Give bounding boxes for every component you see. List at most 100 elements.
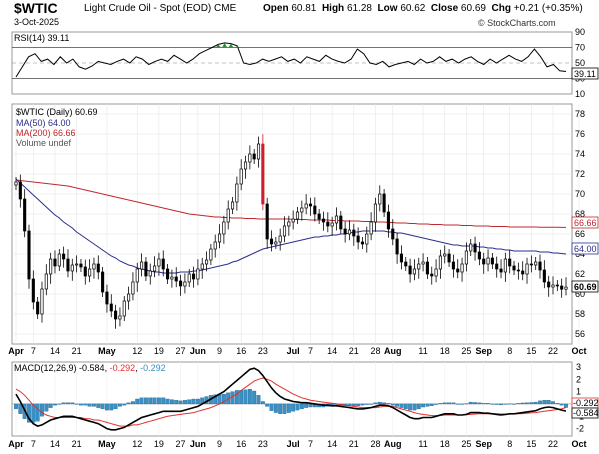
- candle-body-40: [188, 274, 190, 282]
- macd-hist-bar-41: [192, 399, 196, 404]
- candle-body-21: [106, 292, 108, 304]
- date-top-label-108: Sep: [475, 346, 492, 356]
- candle-body-125: [556, 285, 558, 286]
- candle-body-44: [205, 260, 207, 264]
- candle-body-70: [318, 214, 320, 219]
- macd-hist-bar-110: [491, 404, 495, 405]
- date-top-label-64: Jul: [287, 346, 300, 356]
- macd-hist-bar-101: [452, 403, 456, 404]
- macd-hist-bar-125: [556, 403, 560, 404]
- macd-hist-bar-34: [161, 398, 165, 404]
- macd-hist-bar-31: [148, 398, 152, 404]
- candle-body-18: [93, 264, 95, 269]
- date-bottom-label-114: 8: [507, 439, 512, 449]
- candle-body-113: [504, 259, 506, 272]
- candle-body-34: [162, 259, 164, 269]
- macd-hist-bar-105: [469, 402, 473, 404]
- candle-body-114: [509, 259, 511, 266]
- date-bottom-label-21: May: [98, 439, 116, 449]
- date-top-label-28: 12: [132, 346, 142, 356]
- candle-body-20: [101, 272, 103, 292]
- date-bottom-label-99: 18: [440, 439, 450, 449]
- macd-hist-bar-28: [135, 399, 139, 404]
- macd-hist-bar-119: [530, 402, 534, 403]
- date-bottom-label-68: 7: [308, 439, 313, 449]
- price-tick-56: 56: [575, 329, 585, 339]
- macd-tick-1: 1: [576, 387, 581, 397]
- macd-tag-signal: -0.292: [572, 398, 599, 408]
- candle-body-90: [405, 262, 407, 266]
- macd-hist-bar-79: [356, 404, 360, 406]
- candle-body-71: [322, 219, 324, 222]
- last-price-tag-value: 60.69: [574, 282, 597, 292]
- macd-hist-bar-7: [45, 404, 49, 411]
- macd-hist-bar-106: [473, 402, 477, 403]
- candle-body-106: [474, 244, 476, 252]
- macd-hist-bar-62: [283, 404, 287, 414]
- macd-hist-bar-40: [187, 400, 191, 404]
- date-bottom-label-124: 22: [548, 439, 558, 449]
- macd-hist-bar-96: [430, 404, 434, 406]
- price-tag-last: 60.69: [572, 281, 598, 292]
- macd-hist-bar-111: [495, 404, 499, 405]
- macd-hist-bar-103: [460, 404, 464, 405]
- macd-legend-value: -0.584: [79, 363, 105, 373]
- candle-body-91: [409, 266, 411, 274]
- candle-body-15: [80, 264, 82, 267]
- candle-body-52: [240, 169, 242, 184]
- price-tick-58: 58: [575, 309, 585, 319]
- candle-57: [262, 134, 264, 210]
- candle-body-95: [426, 262, 428, 274]
- date-bottom-label-130: Oct: [571, 439, 586, 449]
- candle-body-58: [266, 204, 268, 239]
- price-tick-62: 62: [575, 269, 585, 279]
- candle-body-55: [253, 154, 255, 159]
- price-tick-72: 72: [575, 169, 585, 179]
- macd-hist-bar-115: [512, 404, 516, 405]
- candle-body-89: [400, 254, 402, 262]
- macd-hist-bar-95: [426, 404, 430, 406]
- date-top-label-47: 9: [217, 346, 222, 356]
- candle-body-39: [184, 282, 186, 286]
- macd-hist-bar-33: [157, 398, 161, 404]
- macd-hist-bar-98: [439, 403, 443, 404]
- candle-body-19: [97, 264, 99, 272]
- date-top-label-78: 21: [349, 346, 359, 356]
- macd-hist-bar-55: [252, 391, 256, 404]
- candle-body-109: [487, 258, 489, 264]
- macd-hist-bar-35: [166, 399, 170, 404]
- macd-hist-bar-27: [131, 401, 135, 403]
- macd-hist-bar-87: [391, 404, 395, 405]
- macd-hist-bar-84: [378, 402, 382, 404]
- candle-body-94: [422, 262, 424, 264]
- candle-body-54: [249, 154, 251, 162]
- date-bottom-label-0: Apr: [8, 439, 24, 449]
- price-tick-74: 74: [575, 149, 585, 159]
- date-bottom-label-73: 14: [327, 439, 337, 449]
- macd-tag: -0.584: [573, 408, 599, 418]
- candle-body-74: [335, 216, 337, 223]
- candle-body-99: [444, 254, 446, 256]
- candle-body-112: [500, 269, 502, 272]
- macd-hist-bar-104: [465, 404, 469, 405]
- date-bottom-label-38: 27: [176, 439, 186, 449]
- macd-legend-name: MACD(12,26,9): [14, 363, 77, 373]
- macd-hist-bar-14: [75, 404, 79, 405]
- macd-panel: -2-10123 MACD(12,26,9) -0.584, -0.292, -…: [12, 362, 599, 436]
- macd-hist-bar-8: [49, 404, 53, 408]
- macd-hist-bar-20: [101, 404, 105, 409]
- price-tick-78: 78: [575, 109, 585, 119]
- date-bottom-label-33: 19: [154, 439, 164, 449]
- macd-hist-bar-15: [79, 404, 83, 405]
- candle-body-33: [158, 259, 160, 266]
- macd-hist-bar-107: [478, 403, 482, 404]
- candle-body-87: [392, 229, 394, 239]
- macd-hist-bar-32: [153, 398, 157, 404]
- macd-hist-bar-11: [62, 403, 66, 404]
- candle-body-115: [513, 266, 515, 270]
- candle-body-66: [301, 208, 303, 212]
- candle-body-2: [23, 199, 25, 231]
- rsi-tick-70: 70: [575, 43, 585, 53]
- macd-tick-3: 3: [576, 362, 581, 372]
- date-top-label-0: Apr: [8, 346, 24, 356]
